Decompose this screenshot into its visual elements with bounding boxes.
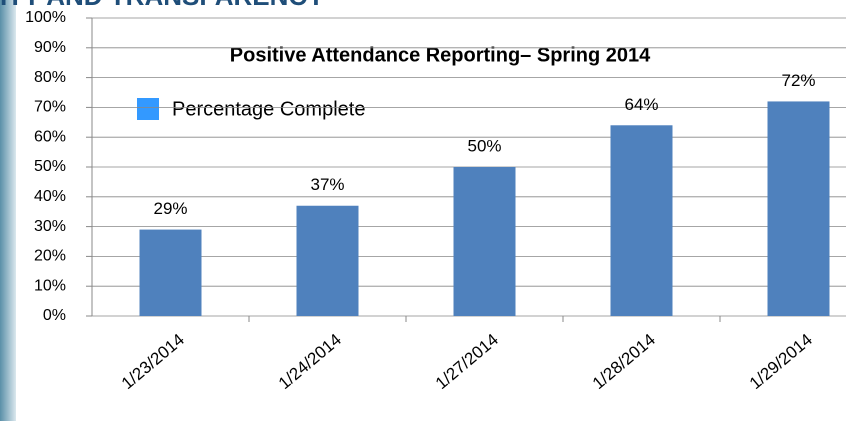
- y-tick-label: 0%: [43, 307, 66, 324]
- y-tick-label: 50%: [34, 158, 66, 175]
- legend-swatch: [137, 98, 159, 120]
- value-label: 64%: [624, 95, 658, 114]
- bar: [453, 167, 516, 316]
- x-tick-label: 1/29/2014: [746, 330, 816, 393]
- bar: [610, 125, 673, 316]
- value-label: 72%: [781, 71, 815, 90]
- y-tick-label: 60%: [34, 128, 66, 145]
- value-label: 50%: [467, 136, 501, 155]
- legend-label: Percentage Complete: [172, 98, 365, 120]
- x-tick-label: 1/27/2014: [432, 330, 502, 393]
- value-label: 37%: [310, 175, 344, 194]
- y-tick-label: 80%: [34, 69, 66, 86]
- x-tick-label: 1/24/2014: [275, 330, 345, 393]
- x-tick-label: 1/23/2014: [118, 330, 188, 393]
- y-tick-label: 30%: [34, 218, 66, 235]
- bar: [296, 205, 359, 316]
- y-tick-label: 40%: [34, 188, 66, 205]
- bar: [767, 101, 830, 316]
- y-tick-label: 100%: [25, 9, 66, 26]
- y-tick-label: 90%: [34, 39, 66, 56]
- header-text: ITY AND TRANSPARENCY: [0, 0, 325, 11]
- side-decoration: [0, 0, 16, 421]
- y-tick-label: 10%: [34, 277, 66, 294]
- y-tick-label: 70%: [34, 99, 66, 116]
- y-tick-label: 20%: [34, 248, 66, 265]
- bar: [139, 229, 202, 316]
- value-label: 29%: [153, 199, 187, 218]
- chart-title: Positive Attendance Reporting– Spring 20…: [230, 44, 651, 66]
- x-tick-label: 1/28/2014: [589, 330, 659, 393]
